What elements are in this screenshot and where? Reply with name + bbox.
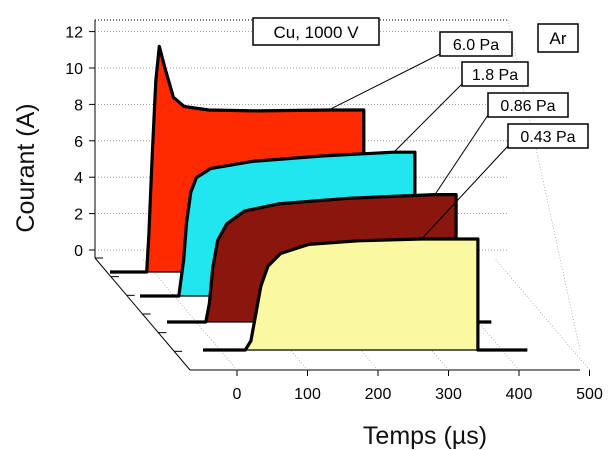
condition-text: Cu, 1000 V xyxy=(273,23,359,42)
series-layer xyxy=(110,44,528,352)
series-line xyxy=(110,44,396,274)
condition-label: Cu, 1000 V xyxy=(252,17,380,46)
gas-label: Ar xyxy=(537,23,579,53)
back-wall-grid xyxy=(89,19,508,258)
y-tick-label: 8 xyxy=(74,97,83,114)
series-label: 6.0 Pa xyxy=(453,37,499,54)
series-line xyxy=(203,237,528,352)
gas-text: Ar xyxy=(550,29,567,48)
x-tick-label: 0 xyxy=(233,386,242,403)
series-area xyxy=(203,239,528,350)
series-label: 0.43 Pa xyxy=(520,129,575,146)
series-label: 0.86 Pa xyxy=(500,98,555,115)
x-tick-label: 200 xyxy=(365,386,392,403)
y-tick-label: 0 xyxy=(74,243,83,260)
x-tick-labels: 0 100 200 300 400 500 xyxy=(233,386,603,403)
y-tick-labels: 0 2 4 6 8 10 12 xyxy=(65,25,83,260)
x-tick-label: 300 xyxy=(435,386,462,403)
x-gridline xyxy=(282,257,379,371)
series-labels: 6.0 Pa 1.8 Pa 0.86 Pa 0.43 Pa xyxy=(328,31,589,240)
series-label: 1.8 Pa xyxy=(472,67,518,84)
y-tick-label: 4 xyxy=(74,170,83,187)
y-tick-label: 2 xyxy=(74,207,83,224)
x-tick-label: 500 xyxy=(576,386,603,403)
y-tick-label: 6 xyxy=(74,134,83,151)
x-tick-label: 100 xyxy=(294,386,321,403)
y-tick-label: 12 xyxy=(65,25,83,42)
x-gridline xyxy=(494,257,590,371)
series-line xyxy=(140,150,451,298)
x-gridline xyxy=(353,257,449,371)
x-axis-label: Temps (µs) xyxy=(363,422,487,450)
x-gridline xyxy=(212,257,308,371)
y-axis-label: Courant (A) xyxy=(12,103,40,232)
x-tick-label: 400 xyxy=(506,386,533,403)
series-line xyxy=(167,193,492,324)
y-tick-label: 10 xyxy=(65,61,83,78)
